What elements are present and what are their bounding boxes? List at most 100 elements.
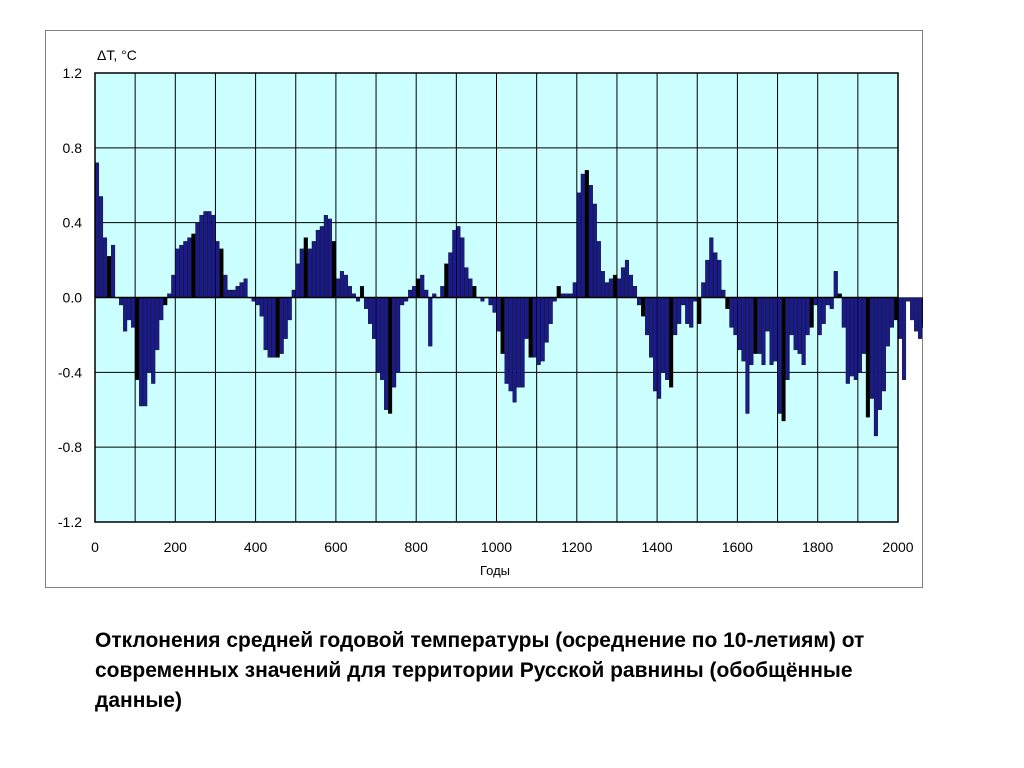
bar [492, 297, 497, 313]
bar [424, 289, 429, 298]
bar [143, 297, 148, 407]
bar [781, 297, 786, 422]
bar [372, 297, 377, 339]
bar [809, 297, 814, 328]
bar [367, 297, 373, 324]
y-tick-label: -0.4 [58, 364, 82, 380]
bar [416, 278, 421, 298]
bar [255, 297, 260, 306]
x-tick-label: 2000 [882, 539, 913, 555]
bar [580, 173, 585, 298]
bar [600, 271, 605, 298]
bar [749, 297, 754, 366]
bar [657, 297, 662, 399]
bar [327, 218, 332, 298]
bar [460, 237, 465, 298]
bar [496, 297, 501, 332]
bar [717, 259, 722, 298]
bar [231, 289, 236, 298]
bar [311, 241, 316, 298]
bar [705, 259, 710, 298]
bar [785, 297, 790, 380]
bar [448, 252, 453, 298]
bar [681, 297, 686, 306]
bar [769, 297, 774, 366]
bar [624, 259, 630, 298]
bar [155, 297, 160, 351]
bar [853, 297, 858, 380]
bar [384, 297, 389, 410]
bar [677, 297, 682, 324]
bar [901, 297, 907, 380]
bar [540, 297, 545, 362]
bar [343, 274, 348, 298]
bar [131, 297, 136, 328]
bar [669, 297, 674, 388]
x-tick-label: 1200 [561, 539, 592, 555]
bar [757, 297, 762, 354]
bar [452, 229, 457, 298]
bar [359, 286, 365, 298]
bar [616, 278, 621, 298]
bar [456, 226, 461, 298]
bar [697, 297, 702, 324]
bar [171, 274, 176, 298]
bar [203, 211, 208, 298]
bar [215, 241, 220, 298]
bar [592, 203, 597, 298]
bar [508, 297, 513, 392]
bar [408, 289, 413, 298]
bar [159, 297, 164, 321]
bar [98, 196, 104, 298]
bar [227, 289, 232, 298]
temperature-deviation-chart: 1.2 0.8 0.4 0.0 -0.4 -0.8 -1.2 0 200 400 600 800 10… [45, 30, 1024, 588]
bar [488, 297, 493, 306]
bar [299, 248, 304, 298]
bar [428, 297, 433, 347]
bar [918, 297, 923, 339]
figure-caption: Отклонения средней годовой температуры (… [95, 629, 865, 712]
bar [745, 297, 750, 414]
bar [323, 215, 328, 298]
bar [307, 248, 312, 298]
bar [223, 274, 228, 298]
bar [737, 297, 742, 351]
bar [207, 211, 212, 298]
bar [259, 297, 264, 317]
bar [163, 297, 168, 306]
bar [376, 297, 381, 373]
bar [239, 282, 244, 298]
bar [472, 286, 477, 298]
bar [813, 297, 818, 306]
bar [733, 297, 738, 336]
bar [914, 297, 919, 332]
bar [283, 297, 288, 339]
bar [889, 297, 895, 328]
bar [271, 297, 276, 358]
x-tick-label: 400 [244, 539, 268, 555]
bar [789, 297, 794, 336]
chart-frame: 1.2 0.8 0.4 0.0 -0.4 -0.8 -1.2 0 200 400 600 800 10… [45, 30, 1024, 588]
bar [400, 297, 405, 306]
bar [805, 297, 810, 336]
bar [388, 297, 393, 414]
x-tick-label: 600 [324, 539, 348, 555]
bar [267, 297, 272, 358]
bar [380, 297, 385, 380]
bar [504, 297, 509, 384]
bar [665, 297, 670, 380]
bar [444, 263, 449, 298]
y-tick-label: -0.8 [58, 439, 82, 455]
bar [187, 237, 192, 298]
bar [725, 297, 730, 309]
bar [653, 297, 658, 392]
bar [235, 286, 240, 298]
bar [922, 297, 927, 328]
bar [873, 297, 878, 437]
bar [520, 297, 525, 388]
bar [536, 297, 541, 366]
bar [532, 297, 537, 358]
bar [191, 233, 196, 298]
bar [753, 297, 758, 354]
bar [347, 286, 352, 298]
